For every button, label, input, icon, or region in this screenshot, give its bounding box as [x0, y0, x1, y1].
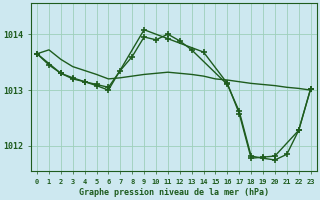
X-axis label: Graphe pression niveau de la mer (hPa): Graphe pression niveau de la mer (hPa): [79, 188, 269, 197]
